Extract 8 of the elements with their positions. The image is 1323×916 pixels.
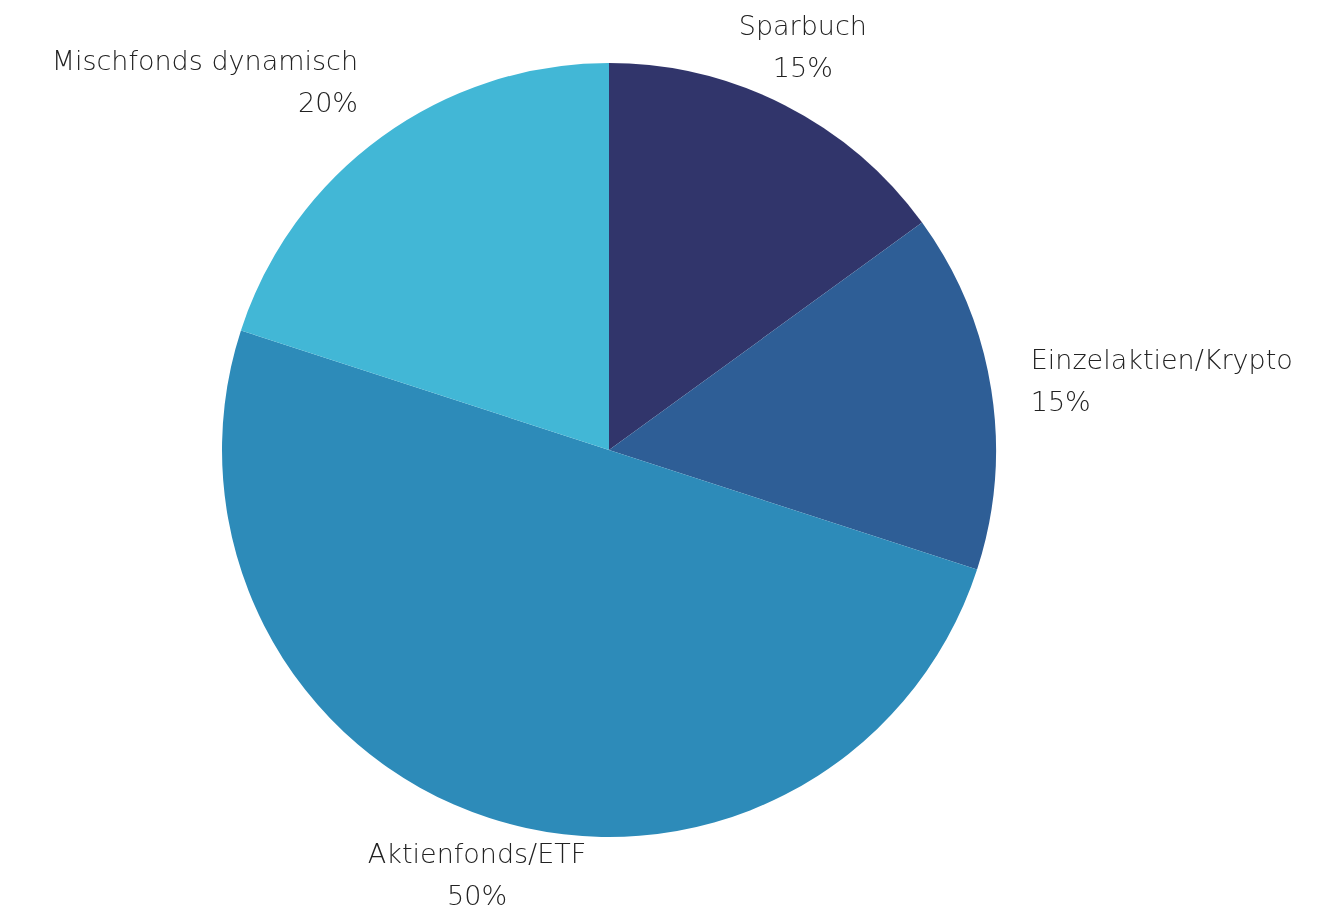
data-label: 20%: [298, 86, 359, 118]
slice-label: Mischfonds dynamisch: [51, 44, 359, 76]
data-label: 15%: [1030, 386, 1091, 418]
data-label: 15%: [772, 51, 833, 83]
slice-label: Sparbuch: [738, 9, 867, 41]
slice-label: Aktienfonds/ETF: [367, 838, 587, 870]
data-label: 50%: [447, 880, 508, 912]
slice-label: Einzelaktien/Krypto: [1030, 344, 1293, 376]
